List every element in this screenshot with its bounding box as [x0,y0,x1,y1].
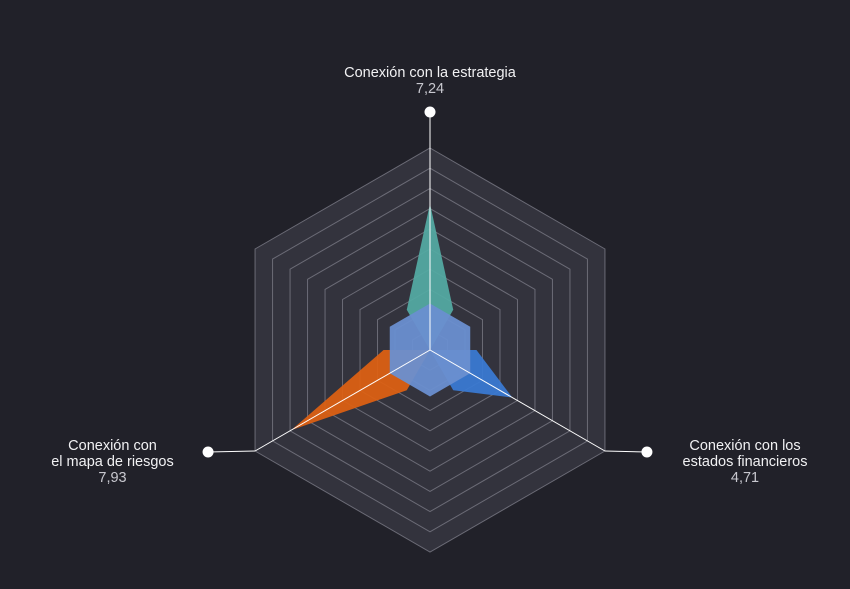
axis-label-financial-line-2: estados financieros [682,454,808,470]
axis-dot-strategy [424,106,436,118]
axis-value-strategy: 7,24 [415,81,445,97]
axis-line-risk [254,349,431,452]
axis-label-risk-line-1: Conexión con [68,438,157,454]
grid-ring-4 [359,268,501,432]
axis-value-financial: 4,71 [730,470,760,486]
grid-ring-6 [324,228,536,472]
axis-value-risk: 7,93 [98,470,127,486]
grid-ring-5 [342,248,518,452]
axis-label-risk-line-2: el mapa de riesgos [51,454,174,470]
axis-extension-financial [604,450,647,453]
radar-axes [202,106,653,458]
grid-ring-8 [289,187,571,513]
axis-extension-risk [208,450,256,453]
grid-ring-3 [377,288,483,412]
axis-label-financial: Conexión con los estados financieros 4,7… [660,438,830,486]
grid-ring-10 [254,147,606,553]
axis-label-strategy-line-1: Conexión con la estrategia [344,65,516,81]
axis-dot-risk [202,446,214,458]
axis-dot-financial [641,446,653,458]
axis-line-financial [429,349,606,452]
grid-ring-7 [307,208,553,492]
axis-label-financial-line-1: Conexión con los [689,438,801,454]
grid-ring-9 [272,167,588,533]
axis-label-strategy: Conexión con la estrategia 7,24 [290,65,570,97]
axis-label-risk: Conexión con el mapa de riesgos 7,93 [30,438,195,486]
